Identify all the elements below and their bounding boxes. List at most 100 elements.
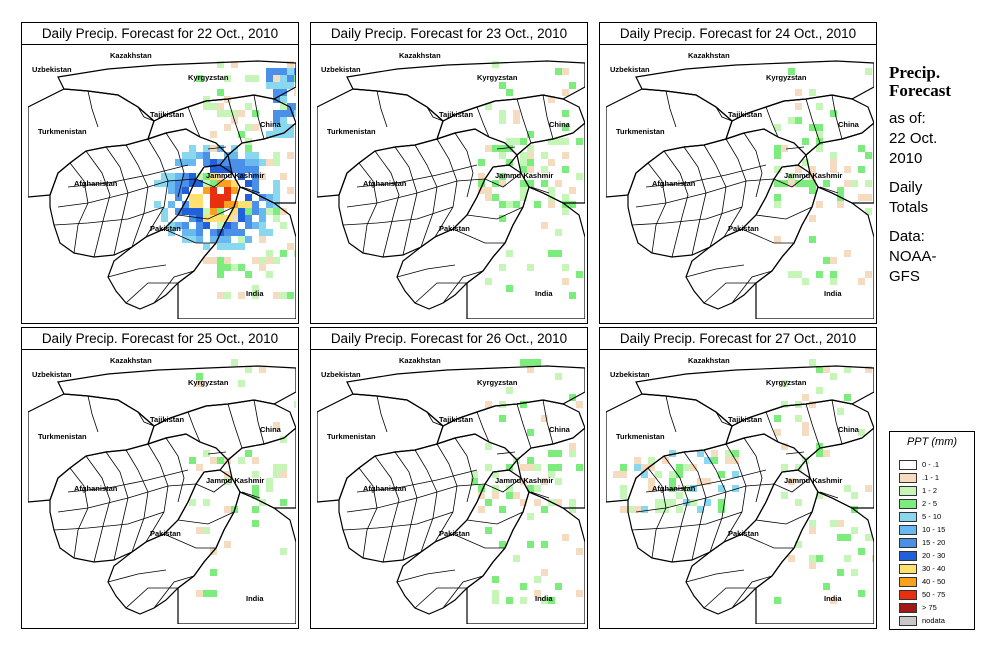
precip-cell (217, 180, 224, 187)
precip-cell (492, 590, 499, 597)
precip-cell (252, 457, 259, 464)
precip-cell (816, 555, 823, 562)
precip-cell (865, 152, 872, 159)
precip-cell (266, 485, 273, 492)
precip-cell (506, 485, 513, 492)
precip-cell (485, 278, 492, 285)
province-line (253, 399, 265, 445)
data-line1: Data: (889, 228, 925, 245)
precip-cell (175, 194, 182, 201)
province-line (723, 138, 747, 238)
precip-cell (492, 576, 499, 583)
precip-cell (562, 208, 569, 215)
province-line (516, 98, 532, 144)
precip-cell (266, 75, 273, 82)
precip-cell (809, 527, 816, 534)
country-borders (606, 60, 874, 319)
forecast-panel-23-oct: Daily Precip. Forecast for 23 Oct., 2010… (310, 22, 588, 324)
precip-cell (485, 194, 492, 201)
precip-cell (161, 173, 168, 180)
precip-cell (690, 485, 697, 492)
precip-cell (287, 82, 294, 89)
precip-cell (809, 166, 816, 173)
precip-cell (273, 131, 280, 138)
precip-cell (844, 485, 851, 492)
precip-cell (499, 541, 506, 548)
precip-cell (648, 464, 655, 471)
map-label-afghanistan: Afghanistan (74, 484, 118, 493)
precip-cell (634, 506, 641, 513)
precip-cell (196, 173, 203, 180)
precip-cell (245, 75, 252, 82)
precip-cell (485, 527, 492, 534)
map-label-china: China (260, 120, 281, 129)
precip-cell (252, 520, 259, 527)
precip-cell (196, 380, 203, 387)
precip-cell (781, 443, 788, 450)
precip-cell (238, 243, 245, 250)
map-label-jammu-kashmir: Jammu Kashmir (784, 476, 843, 485)
province-line (819, 186, 839, 194)
precip-cell (217, 457, 224, 464)
precip-cell (506, 492, 513, 499)
province-line (496, 451, 516, 455)
precip-cell (238, 236, 245, 243)
precip-cell (231, 243, 238, 250)
precip-cell (287, 68, 294, 75)
forecast-panel-22-oct: Daily Precip. Forecast for 22 Oct., 2010… (21, 22, 299, 324)
map-label-pakistan: Pakistan (150, 529, 181, 538)
precip-cell (259, 257, 266, 264)
precip-cell (704, 499, 711, 506)
precip-cell (795, 541, 802, 548)
province-line (153, 575, 195, 609)
precip-cell (210, 229, 217, 236)
precip-cell (851, 492, 858, 499)
legend-item: 0 - .1 (899, 460, 974, 471)
precip-cell (273, 68, 280, 75)
province-line (741, 533, 794, 549)
province-line (703, 587, 756, 609)
precip-map: Kazakhstan Uzbekistan Kyrgyzstan Tajikistan… (28, 47, 296, 319)
precip-cell (555, 499, 562, 506)
legend-label: 2 - 5 (922, 499, 938, 508)
precip-cell (217, 215, 224, 222)
precip-cell (252, 485, 259, 492)
precip-cell (795, 271, 802, 278)
province-line (442, 575, 484, 609)
precip-cell (562, 278, 569, 285)
province-line (765, 411, 779, 443)
precip-cell (280, 75, 287, 82)
precip-cell (569, 443, 576, 450)
province-line (755, 206, 813, 220)
province-line (125, 587, 178, 609)
precip-cell (499, 82, 506, 89)
province-line (442, 270, 484, 304)
legend-item: 10 - 15 (899, 525, 974, 536)
precip-cell (210, 194, 217, 201)
precip-cell (273, 117, 280, 124)
province-line (542, 94, 554, 140)
precip-cell (697, 478, 704, 485)
precip-cell (662, 499, 669, 506)
precip-cell (548, 96, 555, 103)
legend-swatch (899, 616, 917, 626)
precip-cell (471, 471, 478, 478)
data-line2: NOAA- (889, 248, 937, 265)
precip-cell (541, 478, 548, 485)
precip-cell (168, 173, 175, 180)
precip-cell (245, 366, 252, 373)
precip-cell (548, 187, 555, 194)
precip-cell (210, 103, 217, 110)
precip-cell (154, 201, 161, 208)
precip-cell (238, 208, 245, 215)
precip-cell (534, 359, 541, 366)
map-label-kyrgyzstan: Kyrgyzstan (766, 378, 807, 387)
precip-cell (816, 450, 823, 457)
precip-cell (809, 520, 816, 527)
precip-cell (210, 457, 217, 464)
precip-cell (210, 590, 217, 597)
precip-cell (182, 201, 189, 208)
precip-cell (259, 208, 266, 215)
precip-cell (527, 541, 534, 548)
precip-cell (217, 159, 224, 166)
